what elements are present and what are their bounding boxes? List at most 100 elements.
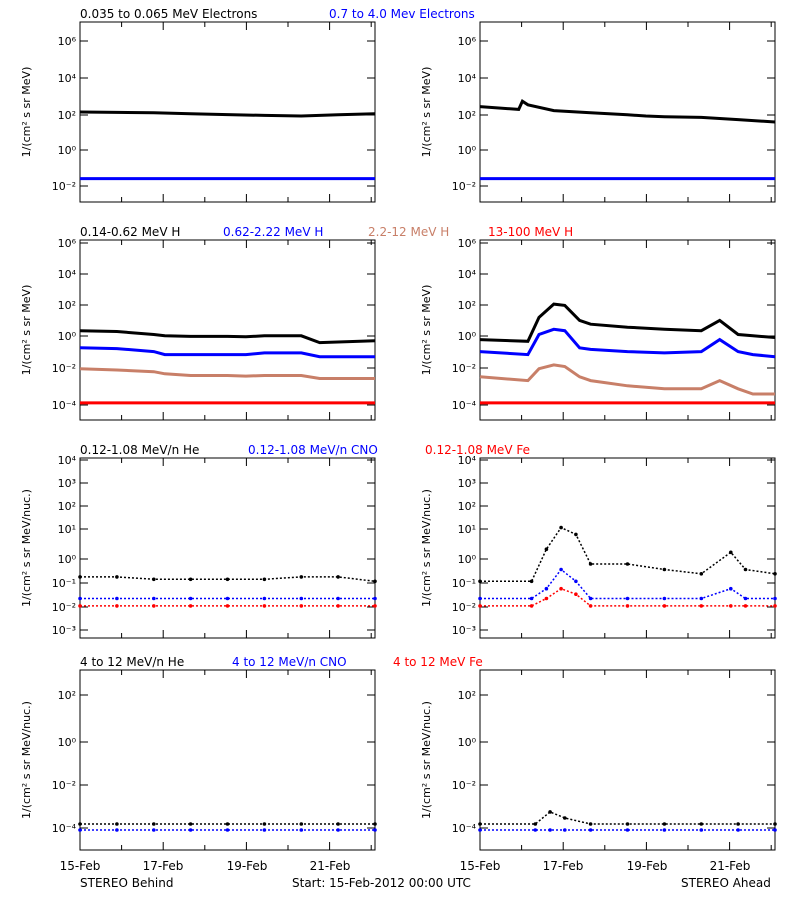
data-point-p5-s2-5	[262, 596, 267, 601]
footer-center: Start: 15-Feb-2012 00:00 UTC	[292, 876, 471, 890]
data-point-p5-s1-8	[373, 579, 377, 584]
data-point-p8-s1-2	[548, 810, 552, 814]
ytick-label-r3-behind-6: 10⁻²	[52, 601, 76, 614]
ytick-label-r4-behind-1: 10⁰	[58, 736, 77, 749]
panel-frame-r3-ahead	[479, 457, 776, 639]
data-point-p6-s2-5	[588, 596, 593, 601]
data-point-p5-s3-8	[373, 604, 377, 608]
series-line-p1-s1	[79, 110, 376, 118]
data-point-p8-s1-4	[588, 822, 593, 826]
ytick-label-r3-ahead-3: 10¹	[458, 523, 476, 536]
legend-r3-2: 0.12-1.08 MeV Fe	[425, 443, 530, 457]
legend-r1-0: 0.035 to 0.065 MeV Electrons	[80, 7, 257, 21]
ytick-label-r3-behind-7: 10⁻³	[52, 624, 76, 637]
ylabel-r1-behind: 1/(cm² s sr MeV)	[20, 67, 33, 158]
panel-frame-r2-ahead	[479, 239, 776, 421]
series-line-p3-s3	[79, 367, 375, 380]
xtick-label-behind-2: 19-Feb	[227, 859, 268, 873]
series-trace-p8-s1	[480, 811, 775, 825]
data-point-p6-s3-2	[544, 596, 549, 601]
data-marks	[78, 98, 777, 832]
data-point-p8-s2-7	[699, 828, 704, 832]
series-line-p2-s1	[479, 98, 776, 124]
data-point-p5-s2-6	[299, 596, 304, 601]
ytick-label-r4-ahead-3: 10⁻⁴	[452, 822, 477, 835]
data-point-p5-s2-0	[78, 596, 82, 601]
data-point-p6-s3-4	[574, 592, 578, 596]
series-line-p3-s2	[79, 346, 375, 359]
data-point-p7-s1-5	[262, 822, 267, 826]
legend-r1-1: 0.7 to 4.0 Mev Electrons	[329, 7, 475, 21]
data-point-p6-s3-3	[559, 586, 563, 591]
ytick-label-r3-ahead-4: 10⁰	[458, 553, 477, 566]
data-point-p5-s1-1	[115, 575, 119, 579]
series-line-p3-s1	[79, 329, 376, 345]
ytick-label-r2-ahead-2: 10²	[458, 299, 476, 312]
data-point-p6-s2-0	[478, 596, 482, 601]
series-trace-p6-s1	[480, 526, 776, 583]
data-point-p7-s2-5	[262, 828, 267, 832]
data-point-p5-s1-2	[152, 577, 156, 582]
legend-r2-3: 13-100 MeV H	[488, 225, 573, 239]
data-point-p5-s3-5	[262, 604, 267, 608]
data-point-p7-s1-3	[188, 822, 193, 826]
data-point-p5-s3-2	[152, 604, 156, 608]
data-point-p6-s2-6	[625, 596, 630, 601]
data-point-p6-s1-6	[625, 562, 630, 566]
legend-r3-0: 0.12-1.08 MeV/n He	[80, 443, 199, 457]
data-point-p8-s2-3	[563, 828, 567, 832]
data-point-p7-s1-6	[299, 822, 304, 826]
data-point-p6-s2-3	[559, 567, 563, 572]
ytick-label-r3-behind-4: 10⁰	[58, 553, 77, 566]
data-point-p5-s2-7	[336, 596, 340, 601]
data-point-p6-s1-5	[588, 562, 593, 566]
data-point-p7-s1-1	[115, 822, 119, 826]
series-trace-p5-s1	[80, 576, 376, 583]
data-point-p5-s2-1	[115, 596, 119, 601]
legend-r4-1: 4 to 12 MeV/n CNO	[232, 655, 347, 669]
ytick-label-r3-ahead-1: 10³	[458, 477, 476, 490]
legend-r4-0: 4 to 12 MeV/n He	[80, 655, 184, 669]
data-point-p5-s2-8	[373, 596, 377, 601]
data-point-p6-s2-2	[544, 586, 549, 591]
data-point-p6-s1-3	[559, 525, 563, 530]
footer-right: STEREO Ahead	[681, 876, 771, 890]
data-point-p6-s1-4	[574, 532, 578, 537]
data-point-p5-s3-0	[78, 604, 82, 608]
ytick-label-r4-behind-3: 10⁻⁴	[52, 822, 77, 835]
footer-left: STEREO Behind	[80, 876, 174, 890]
ytick-label-r2-behind-0: 10⁶	[58, 237, 77, 250]
ytick-label-r2-ahead-3: 10⁰	[458, 330, 477, 343]
data-point-p7-s2-2	[152, 828, 156, 832]
data-point-p6-s3-5	[588, 604, 593, 608]
panel-frame-r3-behind	[79, 457, 376, 639]
ytick-label-r3-behind-0: 10⁴	[58, 454, 77, 467]
ytick-label-r1-behind-2: 10²	[58, 109, 76, 122]
data-point-p7-s2-8	[373, 828, 377, 832]
ytick-label-r1-behind-1: 10⁴	[58, 72, 77, 85]
data-point-p6-s1-0	[478, 579, 482, 584]
data-point-p6-s3-9	[729, 604, 733, 608]
data-point-p8-s1-5	[625, 822, 630, 826]
ytick-label-r3-behind-1: 10³	[58, 477, 76, 490]
data-point-p5-s2-2	[152, 596, 156, 601]
data-point-p6-s3-10	[743, 604, 748, 608]
ytick-label-r3-ahead-7: 10⁻³	[452, 624, 476, 637]
data-point-p6-s3-1	[529, 604, 534, 608]
data-point-p6-s2-1	[529, 596, 534, 601]
panel-frame-r4-ahead	[479, 669, 776, 851]
xtick-label-ahead-0: 15-Feb	[460, 859, 501, 873]
ytick-label-r1-ahead-2: 10²	[458, 109, 476, 122]
ylabel-r3-ahead: 1/(cm² s sr MeV/nuc.)	[420, 489, 433, 607]
data-point-p5-s1-5	[262, 577, 267, 582]
legends: 0.035 to 0.065 MeV Electrons 0.7 to 4.0 M…	[80, 7, 573, 669]
ytick-label-r2-behind-3: 10⁰	[58, 330, 77, 343]
ytick-label-r3-behind-3: 10¹	[58, 523, 76, 536]
data-point-p6-s1-9	[729, 550, 733, 555]
data-point-p6-s2-10	[743, 596, 748, 601]
data-point-p5-s3-3	[188, 604, 193, 608]
data-point-p8-s1-9	[773, 822, 777, 826]
data-point-p5-s3-1	[115, 604, 119, 608]
ytick-label-r2-behind-2: 10²	[58, 299, 76, 312]
